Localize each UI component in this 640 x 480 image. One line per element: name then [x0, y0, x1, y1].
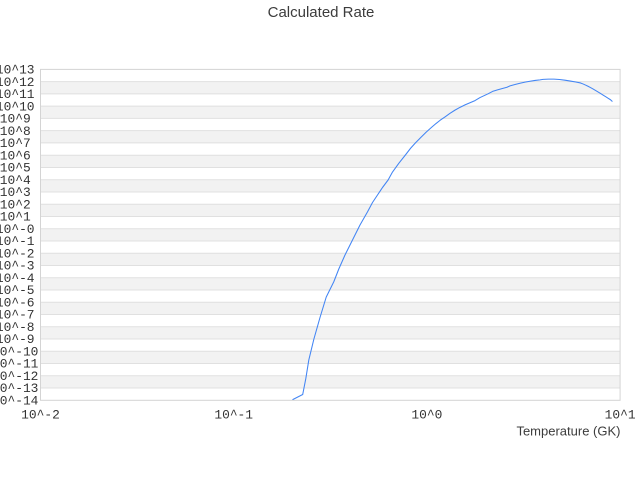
svg-text:10^-7: 10^-7 [0, 308, 35, 323]
svg-text:10^-13: 10^-13 [0, 381, 38, 396]
svg-text:10^-2: 10^-2 [0, 246, 35, 261]
svg-text:10^2: 10^2 [0, 197, 31, 212]
svg-text:10^-10: 10^-10 [0, 344, 38, 359]
svg-text:10^-5: 10^-5 [0, 283, 35, 298]
svg-text:10^3: 10^3 [0, 185, 31, 200]
svg-text:10^-3: 10^-3 [0, 259, 35, 274]
svg-text:10^7: 10^7 [0, 136, 31, 151]
svg-text:Temperature (GK): Temperature (GK) [516, 424, 620, 439]
svg-text:10^-9: 10^-9 [0, 332, 35, 347]
svg-text:10^4: 10^4 [0, 173, 31, 188]
svg-text:10^-12: 10^-12 [0, 369, 38, 384]
svg-text:10^9: 10^9 [0, 112, 31, 127]
svg-text:10^-8: 10^-8 [0, 320, 35, 335]
svg-text:10^-11: 10^-11 [0, 357, 39, 372]
svg-text:10^1: 10^1 [605, 408, 636, 423]
svg-text:10^6: 10^6 [0, 148, 31, 163]
svg-text:10^-0: 10^-0 [0, 222, 35, 237]
svg-text:10^-1: 10^-1 [0, 234, 35, 249]
svg-text:10^-2: 10^-2 [21, 408, 60, 423]
svg-text:10^-14: 10^-14 [0, 394, 39, 409]
svg-text:10^-6: 10^-6 [0, 295, 35, 310]
svg-text:10^-1: 10^-1 [214, 408, 253, 423]
svg-text:10^0: 10^0 [411, 408, 442, 423]
svg-text:10^1: 10^1 [0, 210, 31, 225]
svg-text:10^8: 10^8 [0, 124, 31, 139]
svg-text:10^12: 10^12 [0, 75, 35, 90]
svg-text:10^11: 10^11 [0, 87, 35, 102]
svg-text:Calculated Rate: Calculated Rate [268, 4, 375, 21]
svg-text:10^13: 10^13 [0, 63, 35, 78]
svg-text:10^10: 10^10 [0, 99, 35, 114]
svg-text:10^5: 10^5 [0, 161, 31, 176]
svg-text:10^-4: 10^-4 [0, 271, 35, 286]
